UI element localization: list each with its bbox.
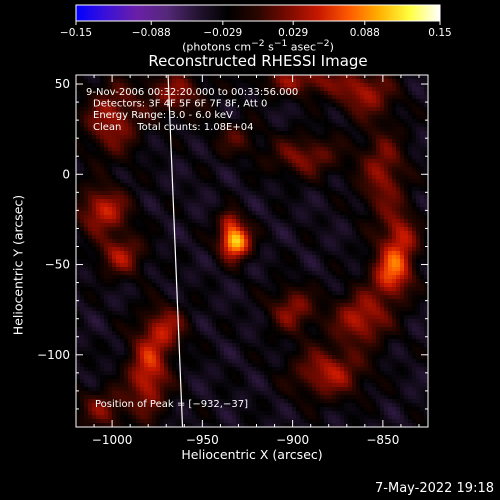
y-tick-label: 50	[55, 77, 70, 91]
colorbar: −0.15 −0.088 −0.029 0.029 0.088 0.15	[60, 4, 452, 39]
y-axis-label: Heliocentric Y (arcsec)	[10, 194, 26, 336]
colorbar-tick-label: −0.088	[132, 27, 171, 39]
y-tick-label: −50	[45, 258, 70, 272]
x-tick-label: −1000	[92, 433, 133, 447]
heatmap-image	[76, 75, 429, 428]
peak-position-annotation: Position of Peak = [−932,−37]	[95, 399, 248, 410]
plot-frame	[75, 74, 429, 428]
info-annotation: 9-Nov-2006 00:32:20.000 to 00:33:56.000	[86, 87, 298, 98]
x-tick-label: −950	[186, 433, 219, 447]
timestamp-footer: 7-May-2022 19:18	[375, 481, 494, 496]
x-tick-label: −850	[366, 433, 399, 447]
colorbar-tick-label: −0.15	[60, 27, 92, 39]
info-annotation: Energy Range: 3.0 - 6.0 keV	[93, 110, 233, 121]
colorbar-gradient	[75, 4, 441, 22]
info-annotation: Clean Total counts: 1.08E+04	[93, 122, 253, 133]
chart-title: Reconstructed RHESSI Image	[148, 52, 368, 70]
y-tick-label: 0	[62, 167, 70, 181]
solar-limb-line	[167, 74, 184, 428]
info-annotation: Detectors: 3F 4F 5F 6F 7F 8F, Att 0	[93, 99, 267, 110]
colorbar-label: (photons cm−2 s−1 asec−2)	[182, 38, 334, 54]
x-axis-label: Heliocentric X (arcsec)	[181, 447, 323, 462]
x-tick-label: −900	[276, 433, 309, 447]
colorbar-tick-label: −0.029	[203, 27, 242, 39]
colorbar-tick-label: 0.029	[278, 27, 308, 39]
colorbar-tick-label: 0.15	[428, 27, 451, 39]
colorbar-tick-label: 0.088	[350, 27, 380, 39]
y-tick-label: −100	[37, 348, 70, 362]
